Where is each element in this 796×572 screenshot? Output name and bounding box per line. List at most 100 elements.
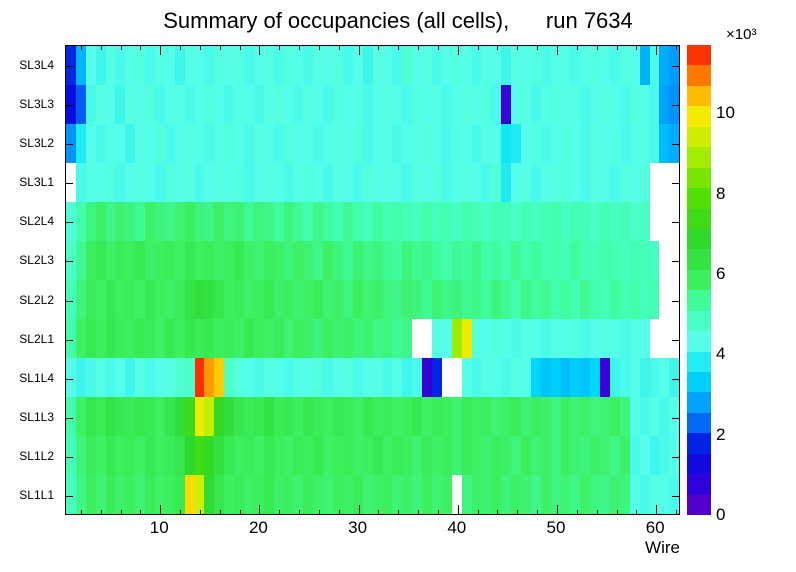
- tick-mark: [617, 510, 618, 514]
- heatmap-cell: [639, 124, 650, 163]
- heatmap-cell: [224, 202, 235, 241]
- heatmap-cell: [273, 85, 284, 124]
- heatmap-cell: [174, 241, 185, 280]
- heatmap-cell: [323, 124, 334, 163]
- tick-mark: [66, 144, 73, 145]
- heatmap-cell: [609, 46, 620, 85]
- heatmap-cell: [392, 436, 403, 475]
- heatmap-cell: [382, 163, 393, 202]
- tick-mark: [319, 46, 320, 50]
- heatmap-cell: [639, 475, 650, 514]
- heatmap-cell: [431, 241, 442, 280]
- heatmap-cell: [333, 241, 343, 280]
- heatmap-cell: [600, 202, 610, 241]
- tick-mark: [240, 510, 241, 514]
- tick-mark: [537, 46, 538, 50]
- heatmap-cell: [609, 319, 620, 358]
- heatmap-cell: [520, 358, 531, 397]
- heatmap-cell: [105, 319, 116, 358]
- heatmap-cell: [580, 358, 591, 397]
- heatmap-cell: [669, 397, 680, 436]
- heatmap-cell: [590, 436, 601, 475]
- heatmap-cell: [253, 358, 264, 397]
- colorbar-block: [687, 85, 711, 107]
- tick-mark: [66, 496, 73, 497]
- heatmap-cell: [570, 358, 581, 397]
- heatmap-cell: [115, 436, 126, 475]
- heatmap-cell: [95, 163, 106, 202]
- tick-mark: [557, 505, 558, 514]
- heatmap-cell: [451, 475, 462, 514]
- heatmap-cell: [441, 358, 452, 397]
- tick-mark: [672, 496, 679, 497]
- heatmap-cell: [283, 163, 294, 202]
- heatmap-cell: [560, 397, 571, 436]
- heatmap-cell: [412, 124, 423, 163]
- heatmap-cell: [204, 319, 215, 358]
- heatmap-cell: [511, 358, 521, 397]
- heatmap-cell: [323, 358, 334, 397]
- heatmap-cell: [135, 85, 146, 124]
- heatmap-cell: [164, 475, 175, 514]
- tick-mark: [66, 261, 73, 262]
- heatmap-cell: [540, 436, 551, 475]
- heatmap-cell: [85, 202, 96, 241]
- heatmap-cell: [362, 241, 373, 280]
- heatmap-cell: [204, 46, 215, 85]
- heatmap-cell: [204, 475, 215, 514]
- heatmap-cell: [501, 358, 512, 397]
- heatmap-cell: [342, 124, 353, 163]
- heatmap-cell: [273, 202, 284, 241]
- heatmap-cell: [66, 280, 76, 319]
- heatmap-cell: [441, 46, 452, 85]
- heatmap-cell: [234, 46, 245, 85]
- heatmap-cell: [95, 124, 106, 163]
- heatmap-cell: [570, 202, 581, 241]
- heatmap-cell: [461, 397, 472, 436]
- heatmap-cell: [659, 85, 670, 124]
- heatmap-cell: [422, 46, 432, 85]
- heatmap-cell: [174, 85, 185, 124]
- tick-mark: [617, 46, 618, 50]
- tick-mark: [66, 379, 73, 380]
- heatmap-cell: [263, 124, 274, 163]
- heatmap-cell: [402, 124, 413, 163]
- heatmap-cell: [540, 202, 551, 241]
- heatmap-cell: [283, 202, 294, 241]
- heatmap-cell: [402, 397, 413, 436]
- tick-mark: [66, 66, 73, 67]
- heatmap-row: [66, 46, 680, 85]
- heatmap-cell: [333, 319, 343, 358]
- heatmap-cell: [560, 319, 571, 358]
- heatmap-cell: [352, 85, 363, 124]
- heatmap-cell: [115, 202, 126, 241]
- heatmap-cell: [244, 358, 254, 397]
- heatmap-cell: [313, 475, 324, 514]
- heatmap-cell: [520, 475, 531, 514]
- heatmap-cell: [511, 202, 521, 241]
- heatmap-cell: [639, 319, 650, 358]
- heatmap-cell: [422, 241, 432, 280]
- heatmap-cell: [85, 436, 96, 475]
- heatmap-cell: [422, 319, 432, 358]
- heatmap-cell: [194, 319, 205, 358]
- heatmap-cell: [155, 397, 165, 436]
- heatmap-cell: [412, 358, 423, 397]
- heatmap-cell: [560, 280, 571, 319]
- heatmap-cell: [115, 85, 126, 124]
- heatmap-cell: [352, 475, 363, 514]
- heatmap-cell: [105, 475, 116, 514]
- colorbar: [687, 45, 711, 516]
- heatmap-cell: [283, 358, 294, 397]
- heatmap-cell: [372, 475, 383, 514]
- heatmap-cell: [412, 397, 423, 436]
- heatmap-cell: [570, 241, 581, 280]
- heatmap-cell: [253, 436, 264, 475]
- heatmap-cell: [570, 280, 581, 319]
- heatmap-cell: [174, 397, 185, 436]
- heatmap-cell: [214, 280, 225, 319]
- heatmap-cell: [619, 163, 630, 202]
- heatmap-cell: [392, 46, 403, 85]
- heatmap-cell: [145, 475, 156, 514]
- tick-mark: [517, 46, 518, 50]
